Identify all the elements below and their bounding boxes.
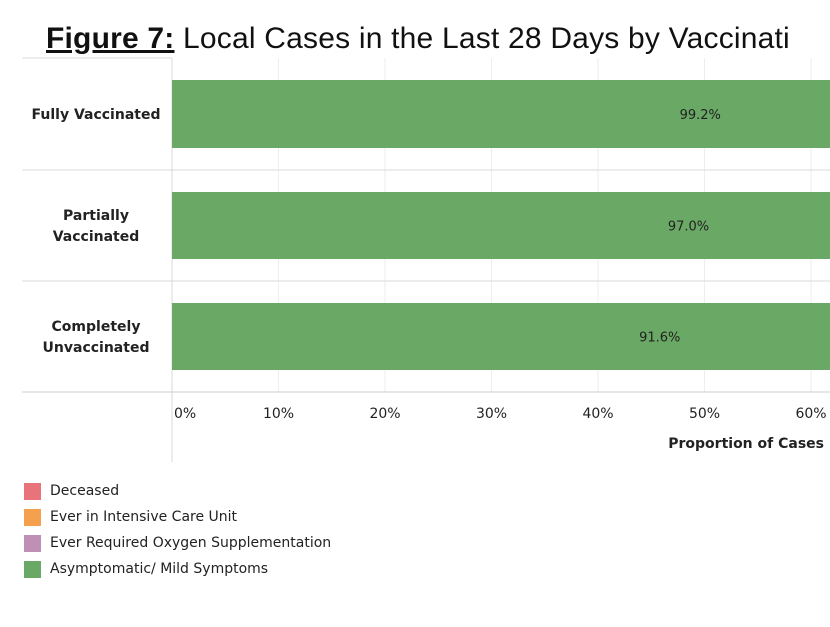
- legend-swatch: [24, 482, 41, 500]
- category-label-3-line-2: Unvaccinated: [43, 340, 150, 356]
- tick-label-60: 60%: [795, 406, 826, 422]
- bar-3: [172, 303, 830, 370]
- tick-label-10: 10%: [263, 406, 294, 422]
- tick-label-30: 30%: [476, 406, 507, 422]
- data-label-1: 99.2%: [680, 108, 721, 123]
- legend-label: Asymptomatic/ Mild Symptoms: [50, 561, 269, 577]
- legend-swatch: [24, 560, 41, 578]
- data-label-2: 97.0%: [668, 220, 709, 235]
- figure-title-text: Local Cases in the Last 28 Days by Vacci…: [183, 22, 790, 55]
- legend-item: Asymptomatic/ Mild Symptoms: [24, 556, 331, 582]
- category-label-3-line-1: Completely: [52, 319, 141, 335]
- legend-item: Ever in Intensive Care Unit: [24, 504, 331, 530]
- figure-label: Figure 7:: [46, 22, 175, 55]
- figure-title: Figure 7: Local Cases in the Last 28 Day…: [46, 22, 790, 56]
- legend-swatch: [24, 508, 41, 526]
- legend-swatch: [24, 534, 41, 552]
- bar-1: [172, 80, 830, 148]
- legend-item: Deceased: [24, 478, 331, 504]
- legend-label: Ever Required Oxygen Supplementation: [50, 535, 332, 551]
- bar-2: [172, 192, 830, 259]
- category-label-1-line-1: Fully Vaccinated: [32, 107, 161, 123]
- tick-label-0: 0%: [174, 406, 196, 422]
- category-label-2-line-1: Partially: [63, 208, 129, 224]
- legend-label: Deceased: [50, 483, 120, 499]
- tick-label-50: 50%: [689, 406, 720, 422]
- legend-item: Ever Required Oxygen Supplementation: [24, 530, 331, 556]
- data-label-3: 91.6%: [639, 331, 680, 346]
- category-label-2-line-2: Vaccinated: [53, 229, 140, 245]
- x-axis-title: Proportion of Cases: [668, 436, 824, 452]
- tick-label-20: 20%: [369, 406, 400, 422]
- legend: Deceased Ever in Intensive Care Unit Ever …: [24, 478, 331, 582]
- legend-label: Ever in Intensive Care Unit: [50, 509, 238, 525]
- tick-label-40: 40%: [582, 406, 613, 422]
